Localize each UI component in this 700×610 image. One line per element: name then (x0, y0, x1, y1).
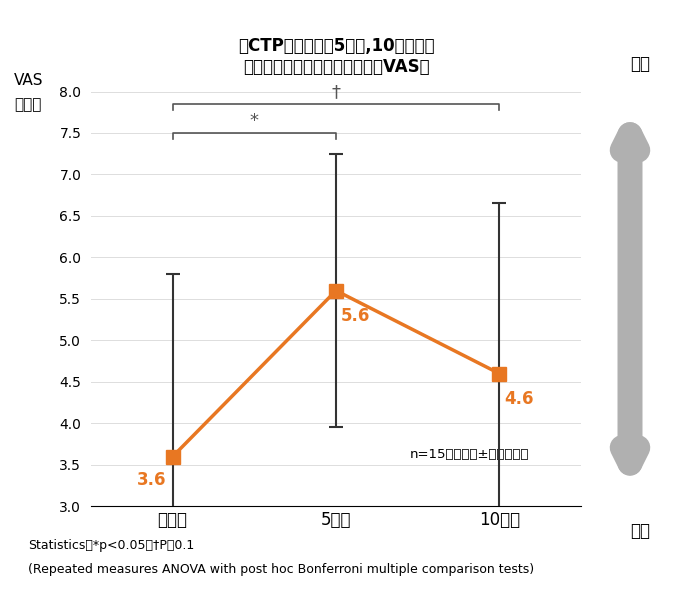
Text: (Repeated measures ANOVA with post hoc Bonferroni multiple comparison tests): (Repeated measures ANOVA with post hoc B… (28, 564, 534, 576)
Text: 測定値: 測定値 (14, 98, 41, 113)
Text: †: † (332, 84, 340, 101)
Text: n=15（平均値±標準偏差）: n=15（平均値±標準偏差） (410, 448, 529, 461)
Title: 「CTP摄取前後（5週後,10週後）の
『関節可動域の広さ』スコア（VAS）: 「CTP摄取前後（5週後,10週後）の 『関節可動域の広さ』スコア（VAS） (238, 37, 434, 76)
Text: Statistics：*p<0.05，†P＜0.1: Statistics：*p<0.05，†P＜0.1 (28, 539, 195, 552)
Text: 5.6: 5.6 (341, 307, 370, 325)
Text: 4.6: 4.6 (504, 390, 533, 408)
Text: 3.6: 3.6 (136, 472, 166, 489)
Text: 悪い: 悪い (631, 522, 650, 540)
Text: VAS: VAS (14, 73, 43, 88)
Text: *: * (250, 112, 259, 131)
Text: 良い: 良い (631, 55, 650, 73)
